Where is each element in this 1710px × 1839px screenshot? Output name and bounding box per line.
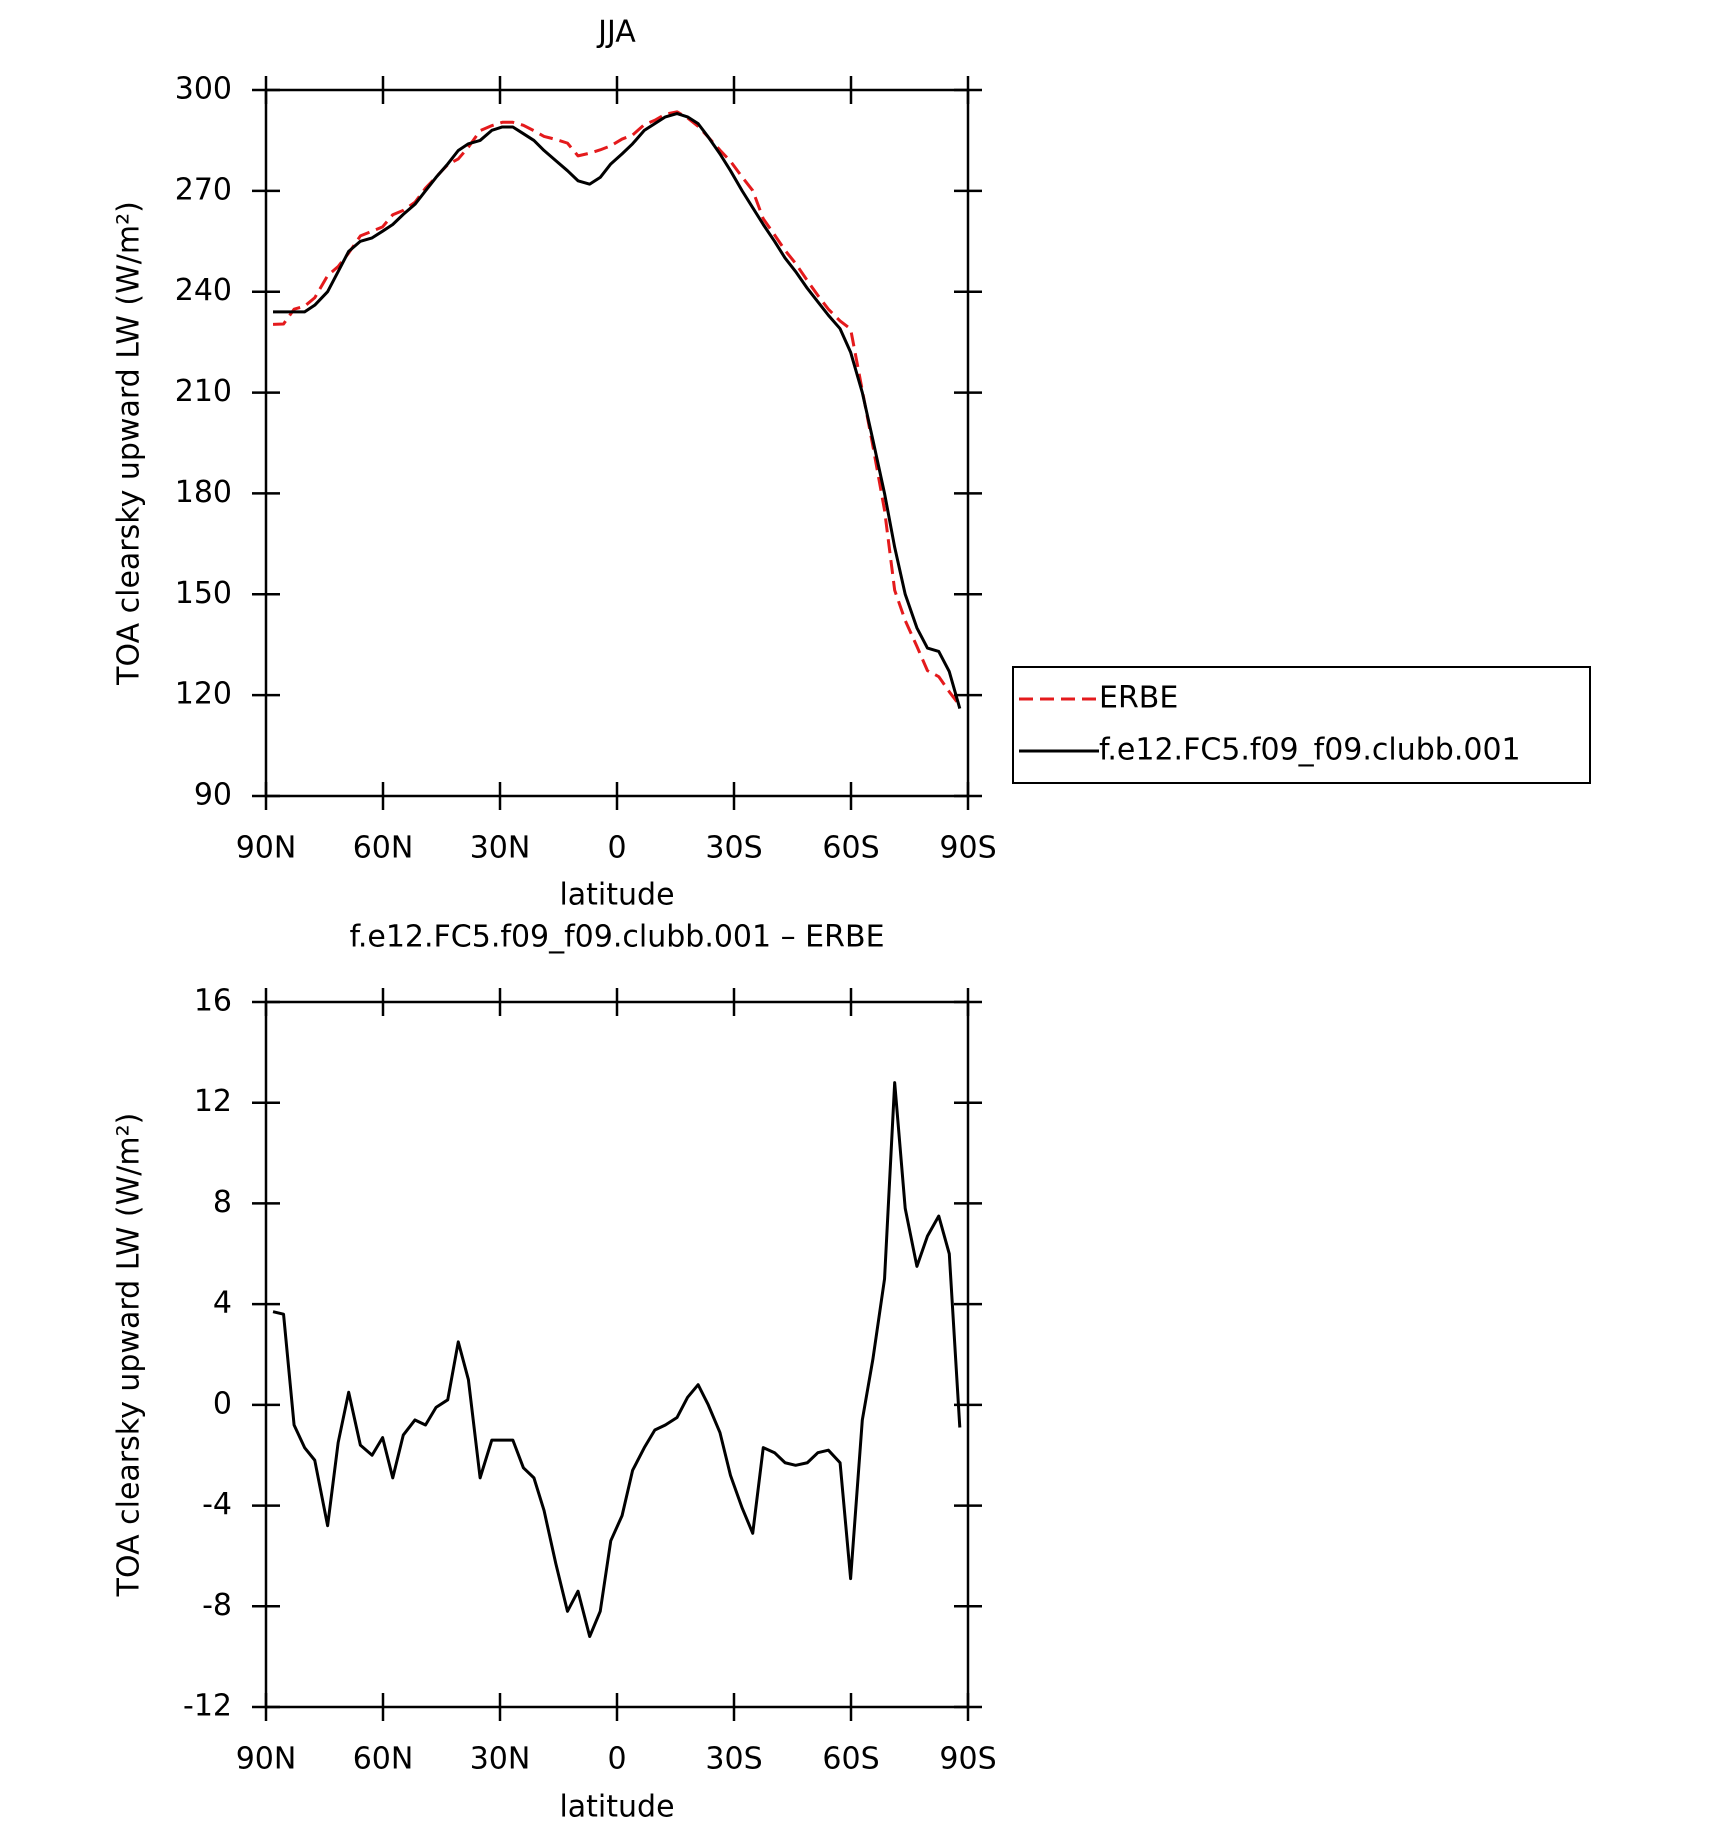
chart-title: f.e12.FC5.f09_f09.clubb.001 – ERBE xyxy=(349,920,884,955)
y-tick-label: 16 xyxy=(194,984,232,1019)
data-line xyxy=(273,112,962,710)
y-tick-label: 270 xyxy=(175,172,232,207)
y-tick-label: 8 xyxy=(213,1185,232,1220)
x-tick-label: 30N xyxy=(470,831,531,866)
y-tick-label: 120 xyxy=(175,677,232,712)
y-tick-label: -12 xyxy=(183,1689,232,1724)
y-tick-label: 4 xyxy=(213,1286,232,1321)
y-tick-label: 0 xyxy=(213,1386,232,1421)
legend-label: f.e12.FC5.f09_f09.clubb.001 xyxy=(1099,733,1521,768)
x-tick-label: 90S xyxy=(939,1742,996,1777)
x-tick-label: 60N xyxy=(353,1742,414,1777)
x-axis-label: latitude xyxy=(559,1790,674,1825)
y-tick-label: 90 xyxy=(194,778,232,813)
plot-frame xyxy=(264,1000,970,1709)
y-axis-label: TOA clearsky upward LW (W/m²) xyxy=(112,1113,147,1598)
y-axis-label: TOA clearsky upward LW (W/m²) xyxy=(112,201,147,686)
plot-frame xyxy=(264,88,970,798)
x-axis-label: latitude xyxy=(559,878,674,913)
y-tick-label: 210 xyxy=(175,374,232,409)
x-tick-label: 30S xyxy=(705,831,762,866)
x-tick-label: 60N xyxy=(353,831,414,866)
y-tick-label: 12 xyxy=(194,1084,232,1119)
y-tick-label: -8 xyxy=(202,1588,232,1623)
legend-box xyxy=(1012,666,1591,784)
data-line xyxy=(272,110,962,707)
x-tick-label: 30S xyxy=(705,1742,762,1777)
y-tick-label: 300 xyxy=(175,72,232,107)
x-tick-label: 0 xyxy=(607,831,626,866)
x-tick-label: 90S xyxy=(939,831,996,866)
x-tick-label: 90N xyxy=(236,831,297,866)
x-tick-label: 60S xyxy=(822,1742,879,1777)
y-tick-label: 150 xyxy=(175,576,232,611)
chart-title: JJA xyxy=(596,15,636,50)
x-tick-label: 90N xyxy=(236,1742,297,1777)
y-tick-label: -4 xyxy=(202,1487,232,1522)
x-tick-label: 30N xyxy=(470,1742,531,1777)
x-tick-label: 0 xyxy=(607,1742,626,1777)
legend-label: ERBE xyxy=(1099,681,1178,716)
y-tick-label: 180 xyxy=(175,475,232,510)
y-tick-label: 240 xyxy=(175,273,232,308)
data-line xyxy=(272,1081,962,1638)
x-tick-label: 60S xyxy=(822,831,879,866)
